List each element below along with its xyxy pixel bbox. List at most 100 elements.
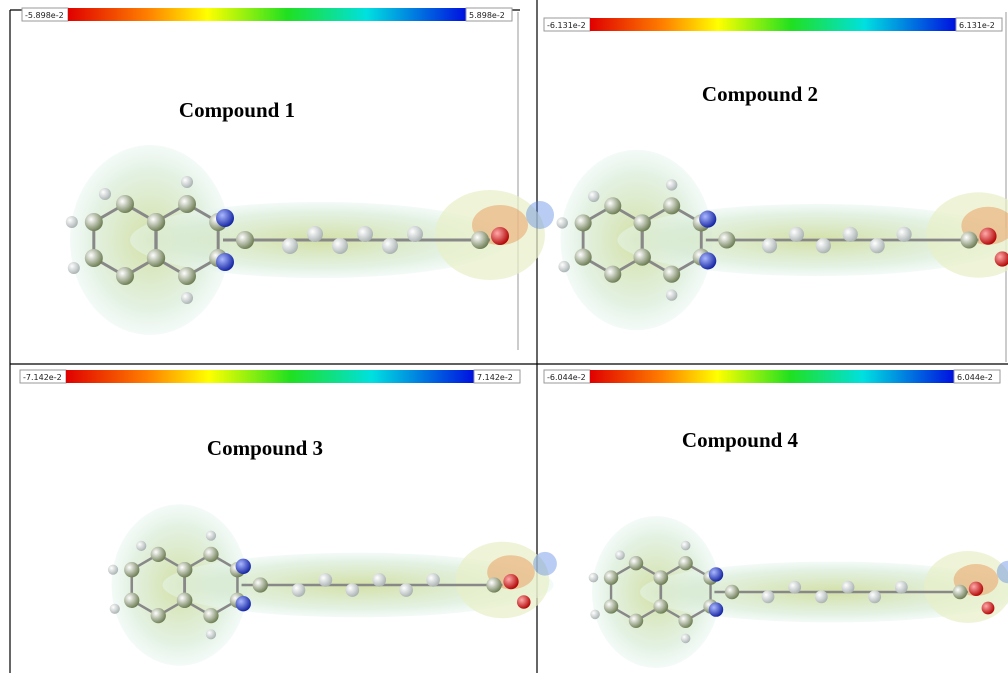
atom xyxy=(205,530,217,541)
color-scale xyxy=(68,8,466,21)
molecule xyxy=(65,145,554,335)
panel: -7.142e-2 7.142e-2 Compound 3 xyxy=(19,369,557,666)
scale-max-label: 5.898e-2 xyxy=(469,11,505,20)
atom xyxy=(176,592,193,608)
color-scale xyxy=(590,370,954,383)
surface-pos xyxy=(533,551,557,576)
atom xyxy=(960,231,978,249)
atom xyxy=(124,592,140,608)
atom xyxy=(633,214,651,232)
atom xyxy=(178,267,196,285)
panel-title: Compound 2 xyxy=(702,82,818,106)
atom xyxy=(107,564,119,575)
atom xyxy=(604,265,622,283)
atom xyxy=(815,238,831,254)
color-scale xyxy=(590,18,956,31)
atom xyxy=(399,583,413,597)
atom xyxy=(633,248,651,266)
atom xyxy=(680,633,691,644)
atom xyxy=(307,226,323,242)
scale-max-box xyxy=(465,7,513,22)
atom xyxy=(894,580,908,594)
atom xyxy=(491,227,509,245)
scale-min-label: -6.131e-2 xyxy=(547,21,586,30)
panel: -6.044e-2 6.044e-2 Compound 4 xyxy=(543,369,1008,668)
atom xyxy=(205,629,217,640)
atom xyxy=(116,267,134,285)
atom xyxy=(407,226,423,242)
atom xyxy=(788,226,805,242)
atom xyxy=(699,210,717,228)
atom xyxy=(628,556,644,571)
atom xyxy=(603,570,619,585)
scale-min-label: -7.142e-2 xyxy=(23,373,62,382)
atom xyxy=(558,260,570,273)
surface xyxy=(435,190,545,280)
panel: -5.898e-2 5.898e-2 Compound 1 xyxy=(21,7,554,335)
atom xyxy=(663,197,681,215)
scale-max-label: 6.044e-2 xyxy=(957,373,993,382)
atom xyxy=(603,599,619,614)
atom xyxy=(235,596,251,612)
atom xyxy=(291,583,306,597)
atom xyxy=(486,577,502,593)
atom xyxy=(896,226,912,242)
atom xyxy=(318,573,333,587)
atom xyxy=(146,249,165,267)
atom xyxy=(136,540,147,552)
atom xyxy=(382,238,398,254)
atom xyxy=(663,265,681,283)
surface-pos xyxy=(526,201,554,229)
atom xyxy=(841,580,855,594)
atom xyxy=(994,251,1008,267)
atom xyxy=(868,590,882,604)
atom xyxy=(252,577,268,593)
atom xyxy=(124,562,140,578)
atom xyxy=(814,590,828,604)
atom xyxy=(869,238,885,254)
atom xyxy=(615,550,625,560)
atom xyxy=(216,209,234,227)
atom xyxy=(116,195,134,213)
atom xyxy=(99,188,111,200)
atom xyxy=(708,567,724,582)
panel-title: Compound 4 xyxy=(682,428,799,452)
atom xyxy=(653,570,668,585)
atom xyxy=(574,214,592,232)
atom xyxy=(65,216,78,228)
molecule xyxy=(107,504,557,666)
atom xyxy=(761,238,778,254)
panel-title: Compound 1 xyxy=(179,98,295,122)
atom xyxy=(332,238,348,254)
scale-max-label: 7.142e-2 xyxy=(477,373,513,382)
surface-pos xyxy=(996,560,1008,584)
scale-max-box xyxy=(955,17,1003,32)
atom xyxy=(981,601,995,615)
atom xyxy=(699,252,717,270)
atom xyxy=(788,580,802,594)
atom xyxy=(604,197,622,215)
atom xyxy=(236,231,254,249)
atom xyxy=(718,231,736,249)
atom xyxy=(372,573,387,587)
scale-max-box xyxy=(953,369,1001,384)
atom xyxy=(724,584,740,600)
molecule xyxy=(588,516,1008,668)
atom xyxy=(588,572,599,583)
atom xyxy=(84,249,103,267)
atom xyxy=(146,213,165,231)
panel-title: Compound 3 xyxy=(207,436,323,460)
atom xyxy=(426,573,440,587)
atom xyxy=(653,599,668,614)
atom xyxy=(176,562,193,578)
atom xyxy=(665,179,678,191)
atom xyxy=(67,262,80,274)
atom xyxy=(203,607,219,624)
atom xyxy=(968,581,984,596)
atom xyxy=(181,176,193,188)
atom xyxy=(109,603,120,614)
scale-min-label: -5.898e-2 xyxy=(25,11,64,20)
scale-min-label: -6.044e-2 xyxy=(547,373,586,382)
atom xyxy=(556,217,568,229)
